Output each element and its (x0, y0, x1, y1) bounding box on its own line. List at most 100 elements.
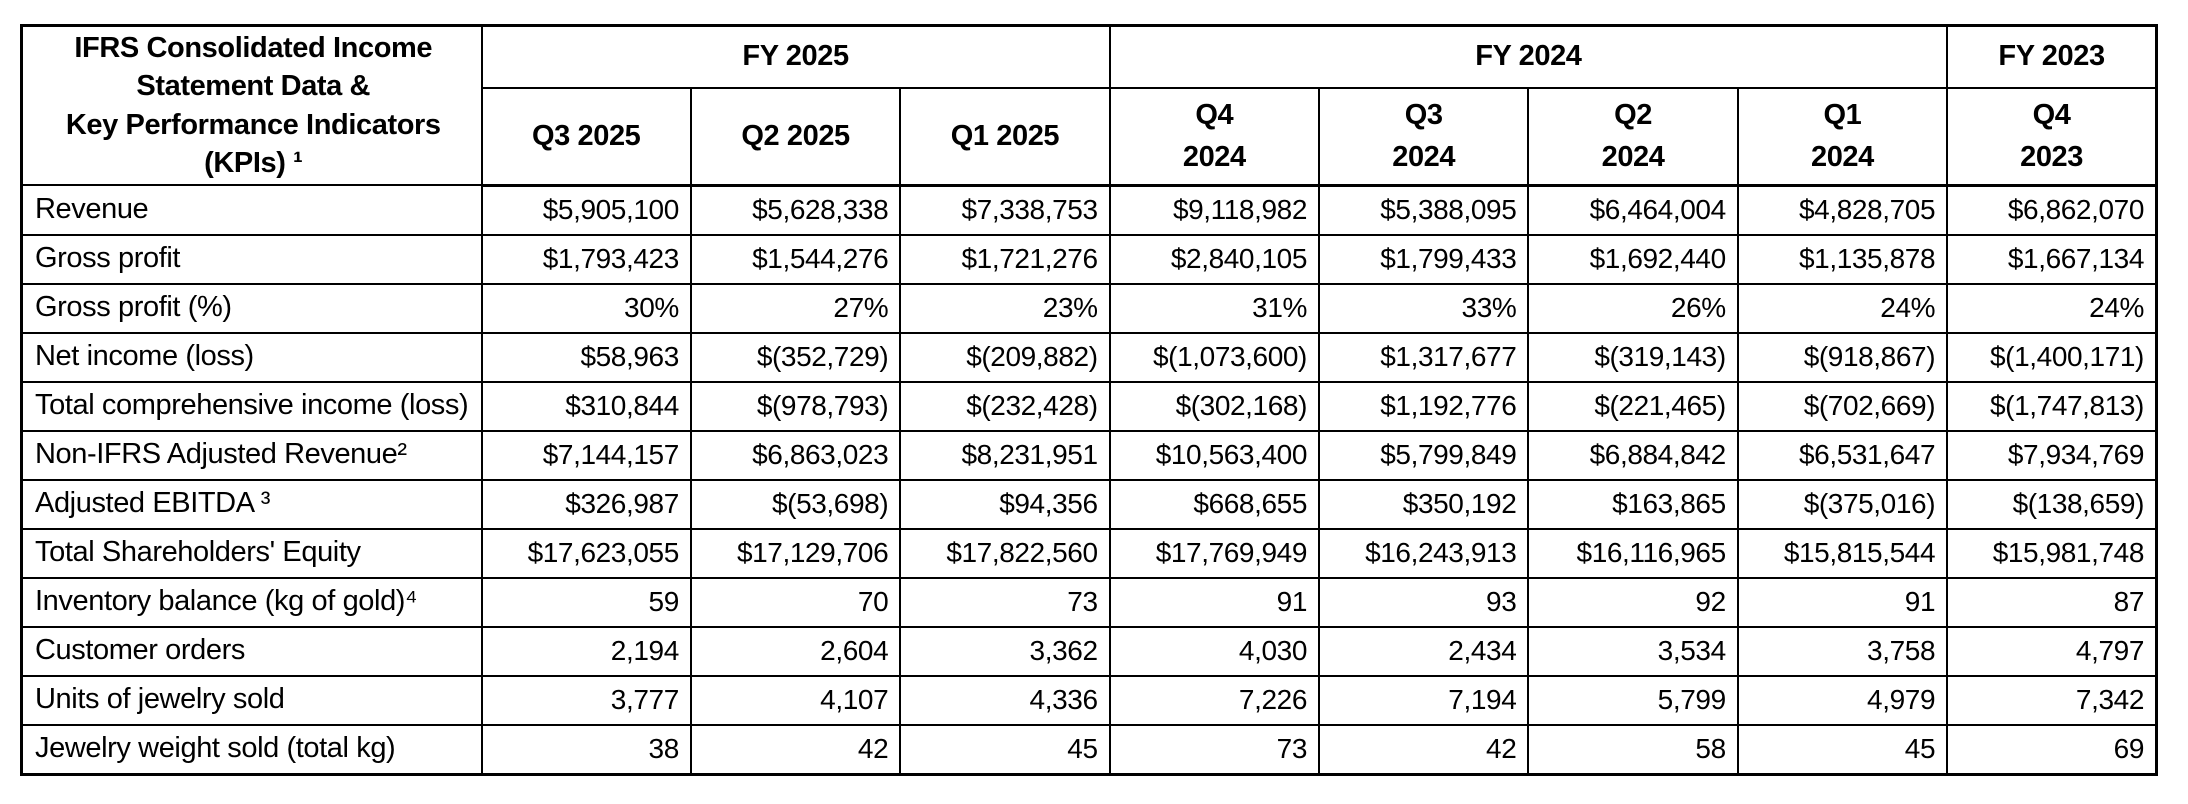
row-label: Non-IFRS Adjusted Revenue² (20, 429, 483, 481)
row-label: Gross profit (20, 233, 483, 285)
row-label: Jewelry weight sold (total kg) (20, 723, 483, 776)
table-row: Total comprehensive income (loss) $310,84… (20, 380, 2158, 432)
cell-value: $(918,867) (1736, 331, 1949, 383)
cell-value: $163,865 (1527, 478, 1739, 530)
table-body: Revenue $5,905,100 $5,628,338 $7,338,753 $9,… (20, 184, 2158, 776)
cell-value: $6,862,070 (1946, 184, 2158, 236)
cell-value: $6,884,842 (1527, 429, 1739, 481)
table-row: Adjusted EBITDA ³ $326,987 $(53,698) $94,35… (20, 478, 2158, 530)
cell-value: $1,667,134 (1946, 233, 2158, 285)
table-row: Units of jewelry sold 3,777 4,107 4,336 7,22… (20, 674, 2158, 726)
cell-value: $(319,143) (1527, 331, 1739, 383)
cell-value: $17,769,949 (1108, 527, 1321, 579)
cell-value: $94,356 (899, 478, 1111, 530)
cell-value: $15,981,748 (1946, 527, 2158, 579)
cell-value: $16,116,965 (1527, 527, 1739, 579)
table-row: Revenue $5,905,100 $5,628,338 $7,338,753 $9,… (20, 184, 2158, 236)
table-row: Non-IFRS Adjusted Revenue² $7,144,157 $6,8… (20, 429, 2158, 481)
cell-value: $10,563,400 (1108, 429, 1321, 481)
cell-value: 91 (1736, 576, 1949, 628)
cell-value: $5,388,095 (1317, 184, 1530, 236)
cell-value: $350,192 (1317, 478, 1530, 530)
col-header-q4-2024: Q4 2024 (1108, 86, 1321, 187)
cell-value: $5,628,338 (689, 184, 902, 236)
col-header-q3-2024: Q3 2024 (1317, 86, 1530, 187)
cell-value: $9,118,982 (1108, 184, 1321, 236)
cell-value: $17,623,055 (480, 527, 692, 579)
cell-value: $4,828,705 (1736, 184, 1949, 236)
cell-value: 4,030 (1108, 625, 1321, 677)
cell-value: 4,107 (689, 674, 902, 726)
cell-value: $326,987 (480, 478, 692, 530)
cell-value: 2,604 (689, 625, 902, 677)
cell-value: $(978,793) (689, 380, 902, 432)
cell-value: $16,243,913 (1317, 527, 1530, 579)
col-header-q3-2025: Q3 2025 (480, 86, 692, 187)
quarter-header-row: Q3 2025 Q2 2025 Q1 2025 Q4 2024 Q3 2024 … (22, 86, 2158, 187)
row-label: Units of jewelry sold (20, 674, 483, 726)
table-row: Jewelry weight sold (total kg) 38 42 45 73 42… (20, 723, 2158, 776)
cell-value: 3,777 (480, 674, 692, 726)
cell-value: 38 (480, 723, 692, 776)
col-header-q2-2025: Q2 2025 (689, 86, 902, 187)
cell-value: $(352,729) (689, 331, 902, 383)
col-header-q2-2024: Q2 2024 (1527, 86, 1739, 187)
cell-value: $1,135,878 (1736, 233, 1949, 285)
cell-value: $1,692,440 (1527, 233, 1739, 285)
row-label: Total Shareholders' Equity (20, 527, 483, 579)
cell-value: $(1,747,813) (1946, 380, 2158, 432)
cell-value: 42 (1317, 723, 1530, 776)
cell-value: $1,192,776 (1317, 380, 1530, 432)
cell-value: 7,226 (1108, 674, 1321, 726)
row-label: Revenue (20, 184, 483, 236)
cell-value: $(1,073,600) (1108, 331, 1321, 383)
cell-value: $310,844 (480, 380, 692, 432)
col-header-q1-2024: Q1 2024 (1736, 86, 1949, 187)
cell-value: $6,863,023 (689, 429, 902, 481)
cell-value: 92 (1527, 576, 1739, 628)
table-row: Customer orders 2,194 2,604 3,362 4,030 2,434… (20, 625, 2158, 677)
cell-value: 27% (689, 282, 902, 334)
row-label: Adjusted EBITDA ³ (20, 478, 483, 530)
cell-value: 26% (1527, 282, 1739, 334)
cell-value: $6,531,647 (1736, 429, 1949, 481)
cell-value: 2,434 (1317, 625, 1530, 677)
cell-value: $58,963 (480, 331, 692, 383)
cell-value: 24% (1736, 282, 1949, 334)
cell-value: 45 (1736, 723, 1949, 776)
cell-value: $(702,669) (1736, 380, 1949, 432)
cell-value: $(232,428) (899, 380, 1111, 432)
cell-value: $1,544,276 (689, 233, 902, 285)
col-header-q4-2023: Q4 2023 (1946, 86, 2158, 187)
table-row: Total Shareholders' Equity $17,623,055 $17… (20, 527, 2158, 579)
cell-value: 91 (1108, 576, 1321, 628)
cell-value: $(375,016) (1736, 478, 1949, 530)
cell-value: $15,815,544 (1736, 527, 1949, 579)
table-row: Net income (loss) $58,963 $(352,729) $(209,… (20, 331, 2158, 383)
cell-value: $17,129,706 (689, 527, 902, 579)
cell-value: 33% (1317, 282, 1530, 334)
cell-value: $8,231,951 (899, 429, 1111, 481)
cell-value: 59 (480, 576, 692, 628)
income-statement-kpi-table: IFRS Consolidated Income Statement Data … (20, 24, 2158, 776)
cell-value: 58 (1527, 723, 1739, 776)
cell-value: $1,799,433 (1317, 233, 1530, 285)
cell-value: $(221,465) (1527, 380, 1739, 432)
row-label: Customer orders (20, 625, 483, 677)
cell-value: $7,338,753 (899, 184, 1111, 236)
cell-value: 42 (689, 723, 902, 776)
cell-value: 3,534 (1527, 625, 1739, 677)
cell-value: 3,362 (899, 625, 1111, 677)
table-row: Inventory balance (kg of gold)⁴ 59 70 73 91 9… (20, 576, 2158, 628)
year-group-fy2025: FY 2025 (480, 24, 1111, 89)
row-label: Gross profit (%) (20, 282, 483, 334)
cell-value: $1,317,677 (1317, 331, 1530, 383)
cell-value: 5,799 (1527, 674, 1739, 726)
cell-value: 4,979 (1736, 674, 1949, 726)
cell-value: $5,905,100 (480, 184, 692, 236)
cell-value: 23% (899, 282, 1111, 334)
cell-value: 4,336 (899, 674, 1111, 726)
row-label: Total comprehensive income (loss) (20, 380, 483, 432)
cell-value: $17,822,560 (899, 527, 1111, 579)
